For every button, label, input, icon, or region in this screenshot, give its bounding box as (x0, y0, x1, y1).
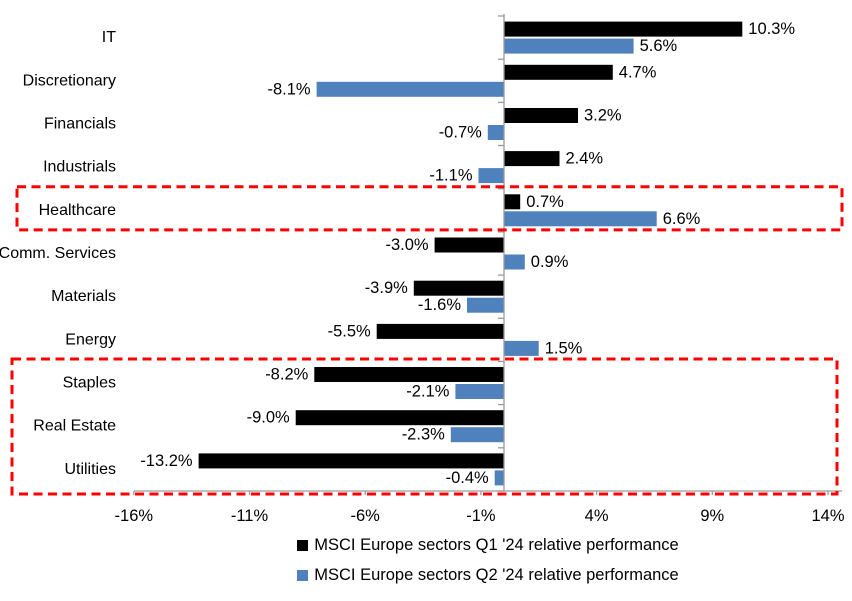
legend-label-q2: MSCI Europe sectors Q2 '24 relative perf… (314, 566, 679, 584)
value-label-q2-industrials: -1.1% (429, 167, 472, 185)
bar-q1-materials (413, 280, 504, 296)
category-label-utilities: Utilities (64, 461, 116, 478)
value-label-q1-financials: 3.2% (584, 107, 622, 125)
category-label-financials: Financials (44, 116, 116, 133)
legend: MSCI Europe sectors Q1 '24 relative perf… (134, 536, 842, 585)
value-label-q2-materials: -1.6% (418, 296, 461, 314)
bar-q1-staples (314, 367, 504, 382)
category-label-staples: Staples (63, 375, 116, 392)
value-label-q1-healthcare: 0.7% (526, 193, 564, 211)
value-label-q1-utilities: -13.2% (140, 452, 193, 470)
bar-q2-it (504, 38, 634, 54)
bar-q1-discretionary (504, 64, 613, 80)
bar-q1-industrials (504, 151, 560, 167)
value-label-q1-energy: -5.5% (328, 322, 371, 340)
category-label-energy: Energy (65, 331, 116, 348)
value-label-q1-materials: -3.9% (365, 279, 408, 297)
category-label-comm-services: Comm. Services (0, 245, 116, 262)
bar-q1-energy (376, 323, 504, 339)
q2-series-swatch-icon (297, 570, 309, 581)
bar-q2-energy (504, 340, 539, 356)
category-label-it: IT (102, 29, 116, 46)
value-label-q2-utilities: -0.4% (446, 469, 489, 487)
legend-item-q2: MSCI Europe sectors Q2 '24 relative perf… (297, 566, 679, 585)
bar-q2-industrials (478, 168, 504, 184)
bar-q1-comm-services (434, 237, 504, 253)
bar-q2-utilities (494, 470, 504, 486)
value-label-q1-discretionary: 4.7% (619, 63, 657, 81)
bar-q1-utilities (198, 453, 504, 469)
q1-series-swatch-icon (297, 540, 309, 551)
value-label-q2-financials: -0.7% (439, 124, 482, 142)
legend-label-q1: MSCI Europe sectors Q1 '24 relative perf… (314, 536, 679, 554)
bar-q2-healthcare (504, 211, 657, 227)
value-label-q2-discretionary: -8.1% (267, 80, 310, 98)
x-tick-label-11: -11% (231, 507, 269, 525)
x-tick-label-6: -6% (351, 507, 381, 525)
category-label-materials: Materials (51, 288, 116, 305)
bar-q2-financials (487, 125, 504, 140)
x-tick-label-4: 4% (585, 507, 609, 525)
value-label-q1-real-estate: -9.0% (247, 409, 290, 427)
category-label-industrials: Industrials (43, 159, 116, 176)
bar-q2-materials (467, 297, 504, 313)
value-label-q2-real-estate: -2.3% (402, 426, 445, 444)
value-label-q1-comm-services: -3.0% (385, 236, 428, 254)
x-tick-label-1: -1% (466, 507, 496, 525)
bar-q2-comm-services (504, 254, 525, 270)
bar-q1-real-estate (295, 410, 504, 426)
x-tick-label-14: 14% (811, 507, 844, 525)
category-label-discretionary: Discretionary (23, 72, 116, 89)
value-label-q1-it: 10.3% (748, 20, 795, 38)
legend-item-q1: MSCI Europe sectors Q1 '24 relative perf… (297, 536, 679, 555)
bar-q2-discretionary (316, 81, 504, 97)
x-tick-label-9: 9% (700, 507, 724, 525)
category-label-healthcare: Healthcare (39, 202, 116, 219)
bar-q2-staples (455, 384, 504, 399)
value-label-q2-it: 5.6% (640, 37, 678, 55)
highlight-box-staples-realestate-utilities-highlight (10, 357, 839, 496)
value-label-q2-healthcare: 6.6% (663, 210, 701, 228)
value-label-q2-energy: 1.5% (545, 339, 583, 357)
bar-q2-real-estate (450, 427, 504, 443)
value-label-q2-staples: -2.1% (406, 383, 449, 401)
value-label-q1-industrials: 2.4% (566, 150, 604, 168)
bar-q1-financials (504, 108, 578, 123)
bar-q1-it (504, 21, 743, 37)
x-tick-label-16: -16% (115, 507, 154, 525)
value-label-q1-staples: -8.2% (265, 366, 308, 384)
bar-q1-healthcare (504, 194, 521, 210)
highlight-box-healthcare-highlight (15, 185, 844, 232)
value-label-q2-comm-services: 0.9% (531, 253, 569, 271)
category-label-real-estate: Real Estate (33, 418, 116, 435)
